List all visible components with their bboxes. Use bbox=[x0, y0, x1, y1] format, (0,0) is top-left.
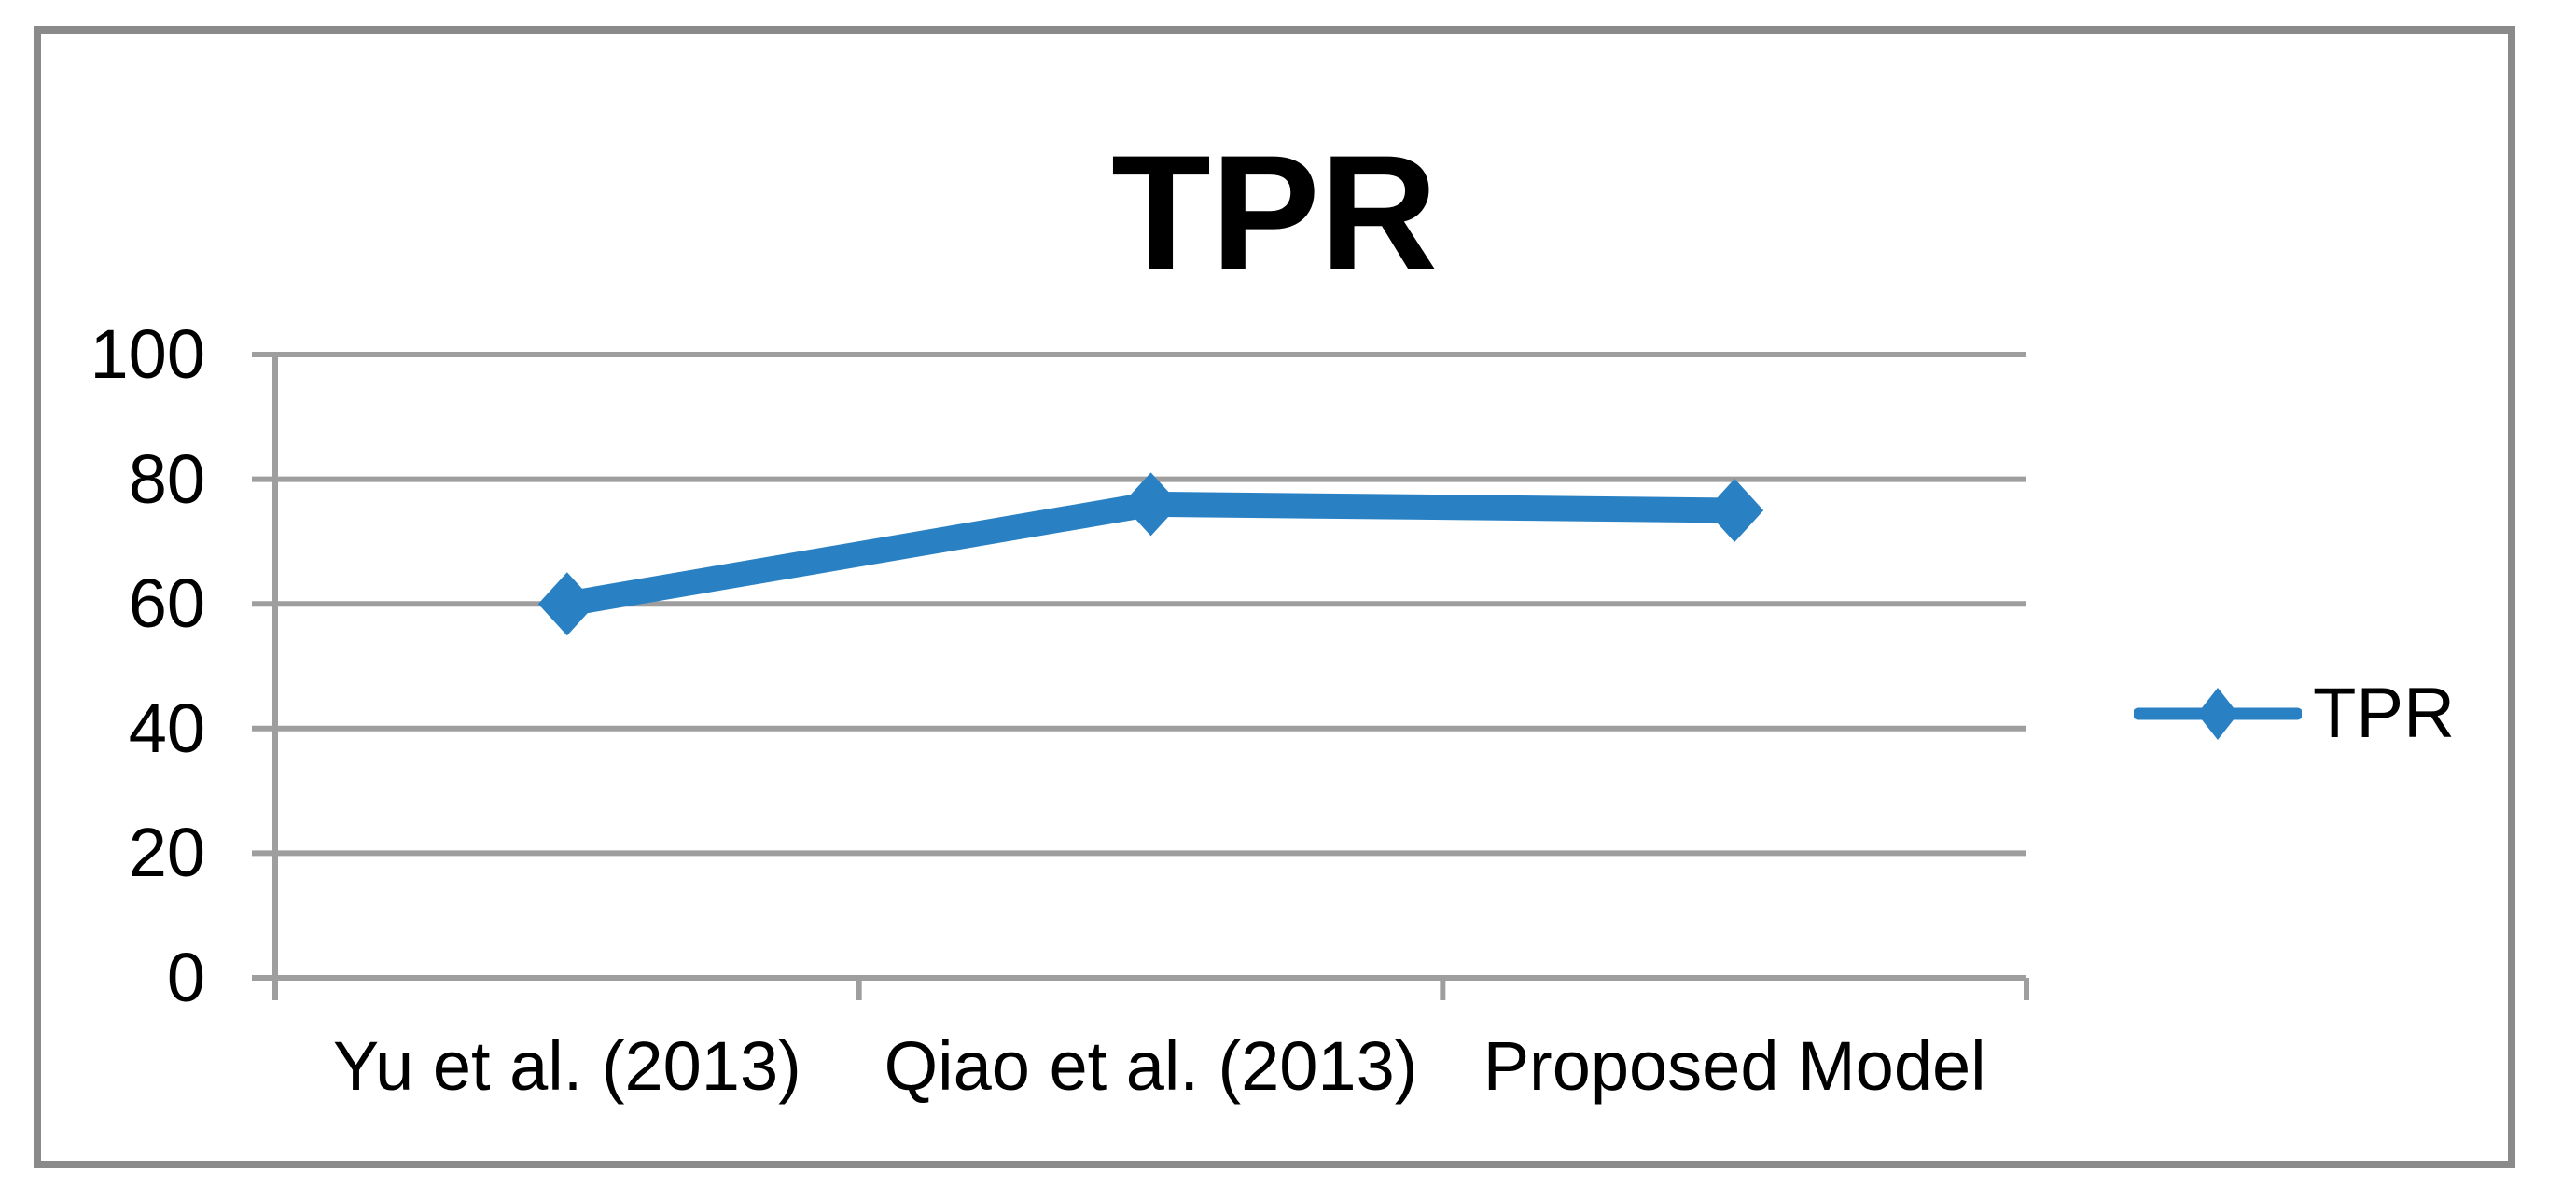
y-axis-tick-label: 40 bbox=[128, 689, 205, 767]
chart-title: TPR bbox=[1111, 122, 1438, 304]
legend-marker-diamond-icon bbox=[2134, 688, 2302, 740]
data-point-marker bbox=[1706, 479, 1764, 542]
y-axis-tick-label: 0 bbox=[166, 939, 205, 1016]
x-axis-category-label: Yu et al. (2013) bbox=[332, 1027, 801, 1105]
legend-series-label: TPR bbox=[2313, 674, 2455, 753]
x-axis-category-label: Qiao et al. (2013) bbox=[884, 1027, 1418, 1105]
y-axis-tick-label: 100 bbox=[90, 315, 205, 393]
y-axis-tick-label: 60 bbox=[128, 565, 205, 643]
y-axis-tick-label: 80 bbox=[128, 439, 205, 518]
y-axis-tick-label: 20 bbox=[128, 814, 205, 892]
x-axis-category-label: Proposed Model bbox=[1483, 1027, 1986, 1105]
data-point-marker bbox=[537, 572, 596, 636]
data-point-marker bbox=[1121, 472, 1180, 537]
legend: TPR bbox=[2134, 675, 2455, 753]
